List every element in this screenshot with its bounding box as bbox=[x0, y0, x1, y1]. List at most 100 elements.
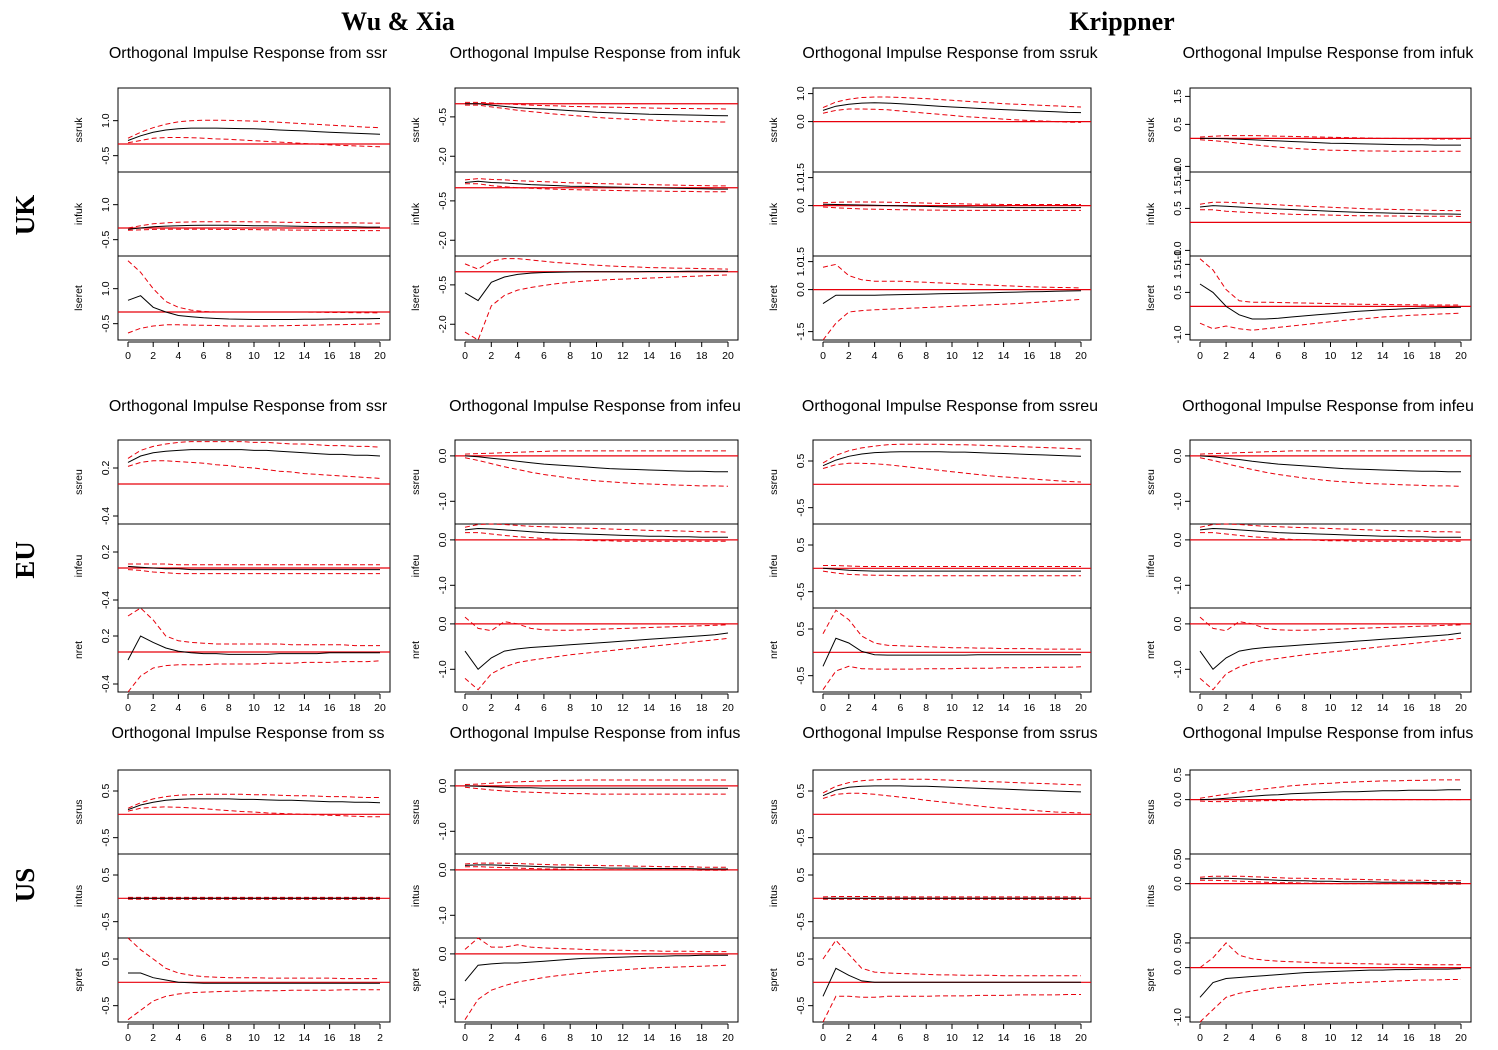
variable-label: ssrus bbox=[410, 799, 422, 824]
panel-spret: 0.0 -1.0 spret bbox=[410, 937, 739, 1023]
x-tick-label: 10 bbox=[248, 1032, 260, 1044]
ci-lower-line bbox=[1199, 312, 1462, 331]
y-tick-label: 0.0 bbox=[437, 862, 449, 877]
x-tick-label: 6 bbox=[541, 702, 547, 714]
x-tick-label: 20 bbox=[1455, 702, 1467, 714]
x-tick-label: 20 bbox=[722, 1032, 734, 1044]
ci-upper-line bbox=[128, 563, 380, 566]
panel-frame bbox=[454, 937, 739, 1023]
variable-label: nret bbox=[1145, 641, 1157, 659]
ci-lower-line bbox=[465, 866, 728, 871]
panel-frame bbox=[1189, 87, 1472, 173]
panel-ssreu: 0.0 -1.0 ssreu bbox=[410, 439, 739, 525]
variable-label: lseret bbox=[410, 285, 422, 311]
variable-label: infeu bbox=[73, 554, 85, 577]
ci-lower-line bbox=[822, 206, 1081, 211]
panel-frame bbox=[1189, 769, 1472, 855]
y-tick-label: -1.0 bbox=[437, 822, 449, 840]
x-tick-label: 0 bbox=[125, 1032, 131, 1044]
ci-lower-line bbox=[464, 274, 729, 341]
x-tick-label: 14 bbox=[998, 702, 1010, 714]
x-tick-label: 4 bbox=[175, 1032, 181, 1044]
panel-frame bbox=[812, 171, 1092, 257]
y-tick-label: 0.50 bbox=[1172, 849, 1184, 870]
chart-title: Orthogonal Impulse Response from ssreu bbox=[802, 398, 1098, 415]
x-tick-label: 8 bbox=[923, 702, 929, 714]
chart-title: Orthogonal Impulse Response from infus bbox=[450, 725, 741, 742]
irf-chart-eu-3: Orthogonal Impulse Response from infeu 0.… bbox=[1145, 398, 1474, 714]
ci-lower-line bbox=[822, 792, 1082, 814]
x-tick-label: 16 bbox=[1403, 1032, 1415, 1044]
ci-lower-line bbox=[822, 108, 1082, 123]
panel-ssreu: 0.2 -0.4 ssreu bbox=[73, 439, 391, 525]
variable-label: spret bbox=[73, 968, 85, 991]
y-tick-label: 1.51.0 bbox=[1172, 250, 1184, 279]
x-tick-label: 14 bbox=[643, 350, 655, 362]
y-tick-label: 1.0 bbox=[100, 197, 112, 212]
ci-upper-line bbox=[127, 221, 380, 229]
panel-ssreu: 0.0 -1.0 ssreu bbox=[1145, 439, 1472, 525]
x-tick-label: 2 bbox=[1223, 1032, 1229, 1044]
x-tick-label: 2 bbox=[150, 702, 156, 714]
x-tick-label: 14 bbox=[643, 1032, 655, 1044]
x-tick-label: 0 bbox=[125, 350, 131, 362]
response-line bbox=[1199, 968, 1462, 998]
irf-chart-uk-2: Orthogonal Impulse Response from ssruk 1.… bbox=[768, 45, 1099, 362]
x-tick-label: 12 bbox=[1351, 1032, 1363, 1044]
y-tick-label: 0.5 bbox=[795, 454, 807, 469]
variable-label: nret bbox=[73, 641, 85, 659]
panel-frame bbox=[1189, 853, 1472, 939]
x-tick-label: 0 bbox=[1197, 1032, 1203, 1044]
y-tick-label: -2.0 bbox=[437, 231, 449, 249]
group-label-wu-xia: Wu & Xia bbox=[341, 7, 455, 36]
response-line bbox=[1199, 527, 1461, 538]
x-tick-label: 14 bbox=[1377, 350, 1389, 362]
y-tick-label: -0.5 bbox=[795, 996, 807, 1014]
x-tick-label: 8 bbox=[226, 702, 232, 714]
ci-upper-line bbox=[1199, 258, 1461, 306]
x-tick-label: 6 bbox=[541, 350, 547, 362]
chart-title: Orthogonal Impulse Response from ssrus bbox=[802, 725, 1097, 742]
y-tick-label: -2.0 bbox=[437, 147, 449, 165]
x-tick-label: 2 bbox=[377, 1032, 383, 1044]
response-line bbox=[464, 270, 728, 302]
panel-ssruk: -0.5 -2.0 ssruk bbox=[410, 87, 739, 173]
panel-infuk: 1.01.5 0.0 infuk bbox=[768, 163, 1092, 257]
y-tick-label: 1.0 bbox=[795, 86, 807, 101]
x-tick-label: 20 bbox=[1075, 350, 1087, 362]
chart-title: Orthogonal Impulse Response from infeu bbox=[449, 398, 741, 415]
chart-title: Orthogonal Impulse Response from infeu bbox=[1182, 398, 1474, 415]
y-tick-label: -0.5 bbox=[795, 912, 807, 930]
x-tick-label: 2 bbox=[488, 350, 494, 362]
y-tick-label: 0.0 bbox=[795, 114, 807, 129]
x-tick-label: 6 bbox=[1275, 350, 1281, 362]
response-line bbox=[822, 451, 1082, 467]
x-tick-label: 8 bbox=[226, 1032, 232, 1044]
response-line bbox=[822, 203, 1081, 209]
y-tick-label: 0.5 bbox=[100, 868, 112, 883]
panel-frame bbox=[117, 171, 391, 257]
variable-label: intus bbox=[73, 885, 85, 907]
x-tick-label: 16 bbox=[324, 1032, 336, 1044]
ci-upper-line bbox=[823, 565, 1081, 567]
irf-chart-uk-1: Orthogonal Impulse Response from infuk -0… bbox=[410, 45, 741, 362]
variable-label: nret bbox=[410, 641, 422, 659]
x-tick-label: 12 bbox=[273, 702, 285, 714]
x-tick-label: 16 bbox=[324, 350, 336, 362]
response-line bbox=[822, 567, 1081, 572]
x-tick-label: 0 bbox=[462, 702, 468, 714]
response-line bbox=[1199, 877, 1461, 884]
panel-ssrus: 0.5 -0.5 ssrus bbox=[73, 769, 391, 855]
variable-label: ssreu bbox=[768, 469, 780, 495]
x-tick-label: 20 bbox=[374, 350, 386, 362]
x-tick-label: 2 bbox=[150, 350, 156, 362]
x-tick-label: 4 bbox=[1249, 350, 1255, 362]
y-tick-label: 0.0 bbox=[1172, 960, 1184, 975]
y-tick-label: -0.5 bbox=[100, 996, 112, 1014]
panel-frame bbox=[117, 523, 391, 609]
y-tick-label: -0.5 bbox=[100, 912, 112, 930]
ci-lower-line bbox=[127, 569, 380, 575]
variable-label: lseret bbox=[768, 285, 780, 311]
x-tick-label: 12 bbox=[972, 1032, 984, 1044]
x-tick-label: 6 bbox=[1275, 1032, 1281, 1044]
